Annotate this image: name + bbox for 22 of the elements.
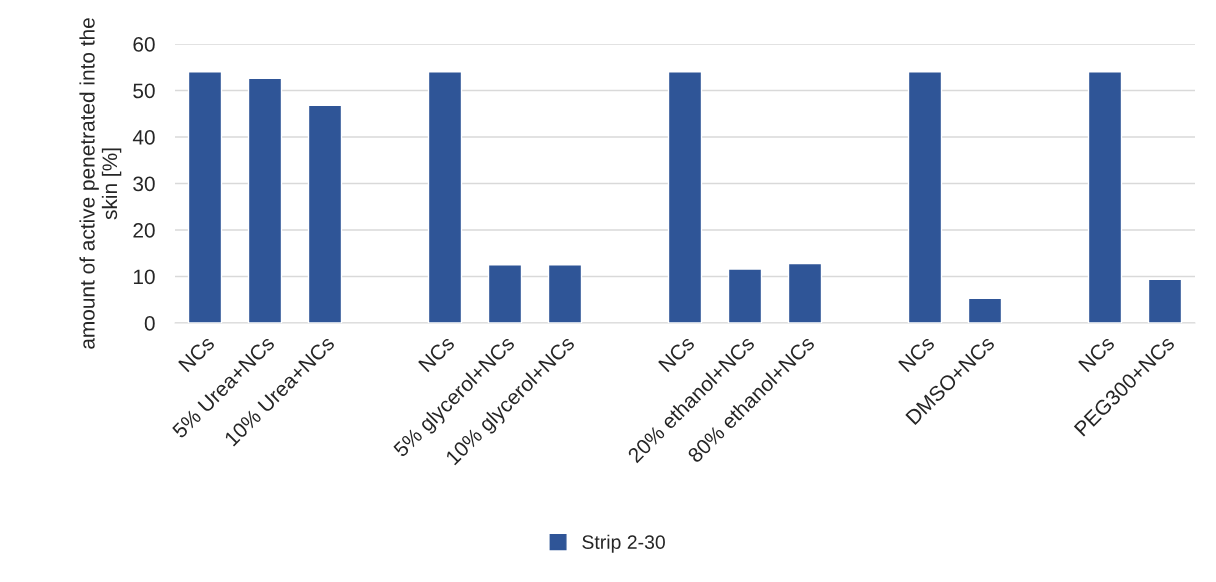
- bar: [307, 104, 343, 323]
- bar: [247, 77, 283, 323]
- bar: [187, 71, 223, 323]
- bar: [967, 297, 1003, 323]
- bar: [487, 264, 523, 323]
- bar: [667, 71, 703, 323]
- y-axis-title: amount of active penetrated into the skin [%]: [79, 18, 122, 349]
- bar: [1087, 71, 1123, 323]
- bar: [547, 264, 583, 323]
- y-tick-label: 20: [133, 223, 155, 238]
- y-tick-label: 40: [132, 130, 155, 145]
- bar: [907, 71, 943, 323]
- bar: [727, 268, 763, 323]
- bar: [427, 71, 463, 323]
- y-tick-label: 50: [133, 83, 155, 99]
- bar: [1147, 278, 1183, 323]
- y-tick-label: 0: [144, 316, 155, 331]
- y-tick-label: 10: [133, 269, 155, 285]
- y-tick-label: 30: [133, 176, 155, 192]
- y-tick-label: 60: [133, 37, 155, 52]
- legend-label: Strip 2-30: [582, 534, 665, 553]
- bar: [787, 262, 823, 323]
